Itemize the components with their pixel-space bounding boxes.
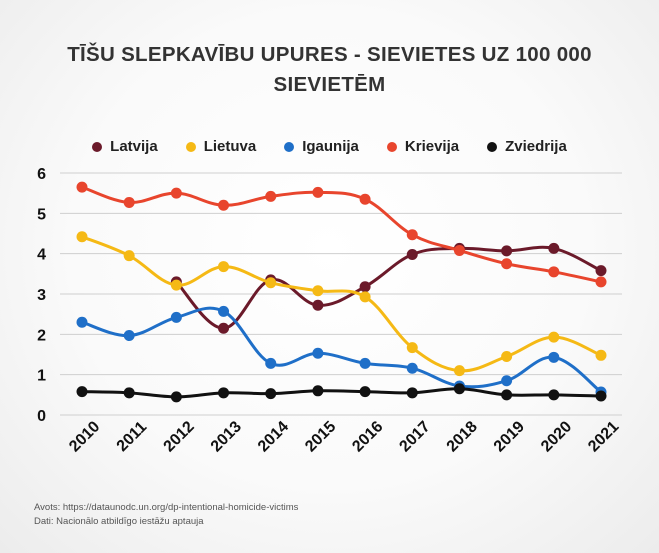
- chart-title: TĪŠU SLEPKAVĪBU UPURES - SIEVIETES UZ 10…: [0, 40, 659, 100]
- data-point-lietuva: [548, 331, 560, 343]
- data-point-krievija: [76, 181, 88, 193]
- legend-marker: [185, 141, 196, 152]
- legend-label: Krievija: [404, 138, 460, 155]
- data-point-latvija: [359, 281, 371, 293]
- data-point-lietuva: [406, 342, 418, 354]
- data-point-latvija: [218, 322, 230, 334]
- series-line-lietuva: [80, 235, 603, 373]
- y-tick-label: 3: [37, 287, 46, 304]
- source-line: Avots: https://dataunodc.un.org/dp-inten…: [34, 502, 299, 513]
- data-point-zviedrija: [265, 388, 277, 400]
- data-point-igaunija: [265, 357, 277, 369]
- data-point-krievija: [595, 276, 607, 288]
- data-point-igaunija: [312, 347, 324, 359]
- data-point-lietuva: [76, 231, 88, 243]
- data-point-krievija: [218, 199, 230, 211]
- legend-marker: [92, 141, 103, 152]
- data-point-krievija: [170, 187, 182, 199]
- chart-legend: Latvija Lietuva Igaunija Krievija Zviedrija: [0, 138, 659, 155]
- data-point-igaunija: [76, 316, 88, 328]
- series-line-latvija: [174, 245, 603, 330]
- x-tick-label: 2014: [255, 418, 292, 455]
- x-tick-label: 2016: [349, 418, 386, 455]
- data-point-zviedrija: [170, 391, 182, 403]
- legend-marker: [284, 141, 295, 152]
- legend-item-latvija: Latvija: [92, 138, 158, 155]
- data-point-latvija: [595, 265, 607, 277]
- series-line-zviedrija: [80, 387, 603, 399]
- y-tick-label: 4: [37, 247, 46, 264]
- x-tick-label: 2020: [538, 418, 575, 455]
- data-point-lietuva: [595, 349, 607, 361]
- source-notes: Avots: https://dataunodc.un.org/dp-inten…: [34, 501, 298, 529]
- legend-item-igaunija: Igaunija: [284, 138, 359, 155]
- chart-title-line-2: SIEVIETĒM: [273, 73, 386, 96]
- data-point-krievija: [501, 258, 513, 270]
- data-point-lietuva: [123, 250, 135, 262]
- data-point-lietuva: [501, 351, 513, 363]
- legend-label: Igaunija: [302, 138, 359, 155]
- data-point-igaunija: [359, 357, 371, 369]
- data-point-zviedrija: [453, 383, 465, 395]
- data-point-lietuva: [312, 285, 324, 297]
- y-tick-label: 0: [37, 408, 46, 425]
- legend-marker: [386, 141, 397, 152]
- y-tick-label: 5: [37, 206, 46, 223]
- data-point-krievija: [548, 266, 560, 278]
- legend-label: Lietuva: [203, 138, 257, 155]
- chart-title-line-1: TĪŠU SLEPKAVĪBU UPURES - SIEVIETES UZ 10…: [67, 43, 592, 66]
- data-point-zviedrija: [218, 387, 230, 399]
- legend-marker: [487, 141, 498, 152]
- series-line-krievija: [80, 185, 603, 284]
- data-point-krievija: [123, 196, 135, 208]
- data-point-krievija: [265, 190, 277, 202]
- data-point-zviedrija: [123, 387, 135, 399]
- data-point-igaunija: [501, 375, 513, 387]
- data-point-latvija: [312, 299, 324, 311]
- x-tick-label: 2010: [66, 418, 103, 455]
- y-tick-label: 2: [37, 327, 46, 344]
- data-point-lietuva: [453, 365, 465, 377]
- x-tick-label: 2018: [444, 418, 481, 455]
- data-point-lietuva: [265, 277, 277, 289]
- data-point-latvija: [406, 248, 418, 260]
- x-tick-label: 2017: [396, 418, 433, 455]
- x-tick-label: 2012: [161, 418, 198, 455]
- data-point-zviedrija: [406, 387, 418, 399]
- x-tick-label: 2013: [208, 418, 245, 455]
- data-point-igaunija: [170, 311, 182, 323]
- data-point-lietuva: [218, 261, 230, 273]
- legend-item-lietuva: Lietuva: [185, 138, 257, 155]
- data-point-zviedrija: [501, 389, 513, 401]
- data-point-igaunija: [123, 330, 135, 342]
- data-point-lietuva: [170, 279, 182, 291]
- x-tick-label: 2019: [491, 418, 528, 455]
- data-point-krievija: [406, 229, 418, 241]
- data-point-zviedrija: [359, 386, 371, 398]
- legend-item-zviedrija: Zviedrija: [487, 138, 567, 155]
- data-point-igaunija: [218, 305, 230, 317]
- legend-label: Latvija: [110, 138, 158, 155]
- data-point-latvija: [548, 242, 560, 254]
- x-tick-label: 2011: [114, 418, 151, 455]
- data-point-zviedrija: [548, 389, 560, 401]
- data-point-zviedrija: [595, 390, 607, 402]
- data-point-krievija: [453, 244, 465, 256]
- legend-label: Zviedrija: [505, 138, 567, 155]
- data-point-igaunija: [406, 362, 418, 374]
- legend-item-krievija: Krievija: [386, 138, 460, 155]
- data-point-zviedrija: [312, 385, 324, 397]
- x-tick-label: 2015: [302, 418, 339, 455]
- data-point-krievija: [312, 186, 324, 198]
- data-note-line: Dati: Nacionālo atbildīgo iestāžu aptauj…: [34, 516, 204, 527]
- data-point-igaunija: [548, 351, 560, 363]
- data-point-zviedrija: [76, 386, 88, 398]
- y-tick-label: 1: [37, 368, 46, 385]
- data-point-latvija: [501, 245, 513, 257]
- data-point-krievija: [359, 193, 371, 205]
- x-tick-label: 2021: [585, 418, 622, 455]
- y-tick-label: 6: [37, 166, 46, 183]
- data-point-lietuva: [359, 291, 371, 303]
